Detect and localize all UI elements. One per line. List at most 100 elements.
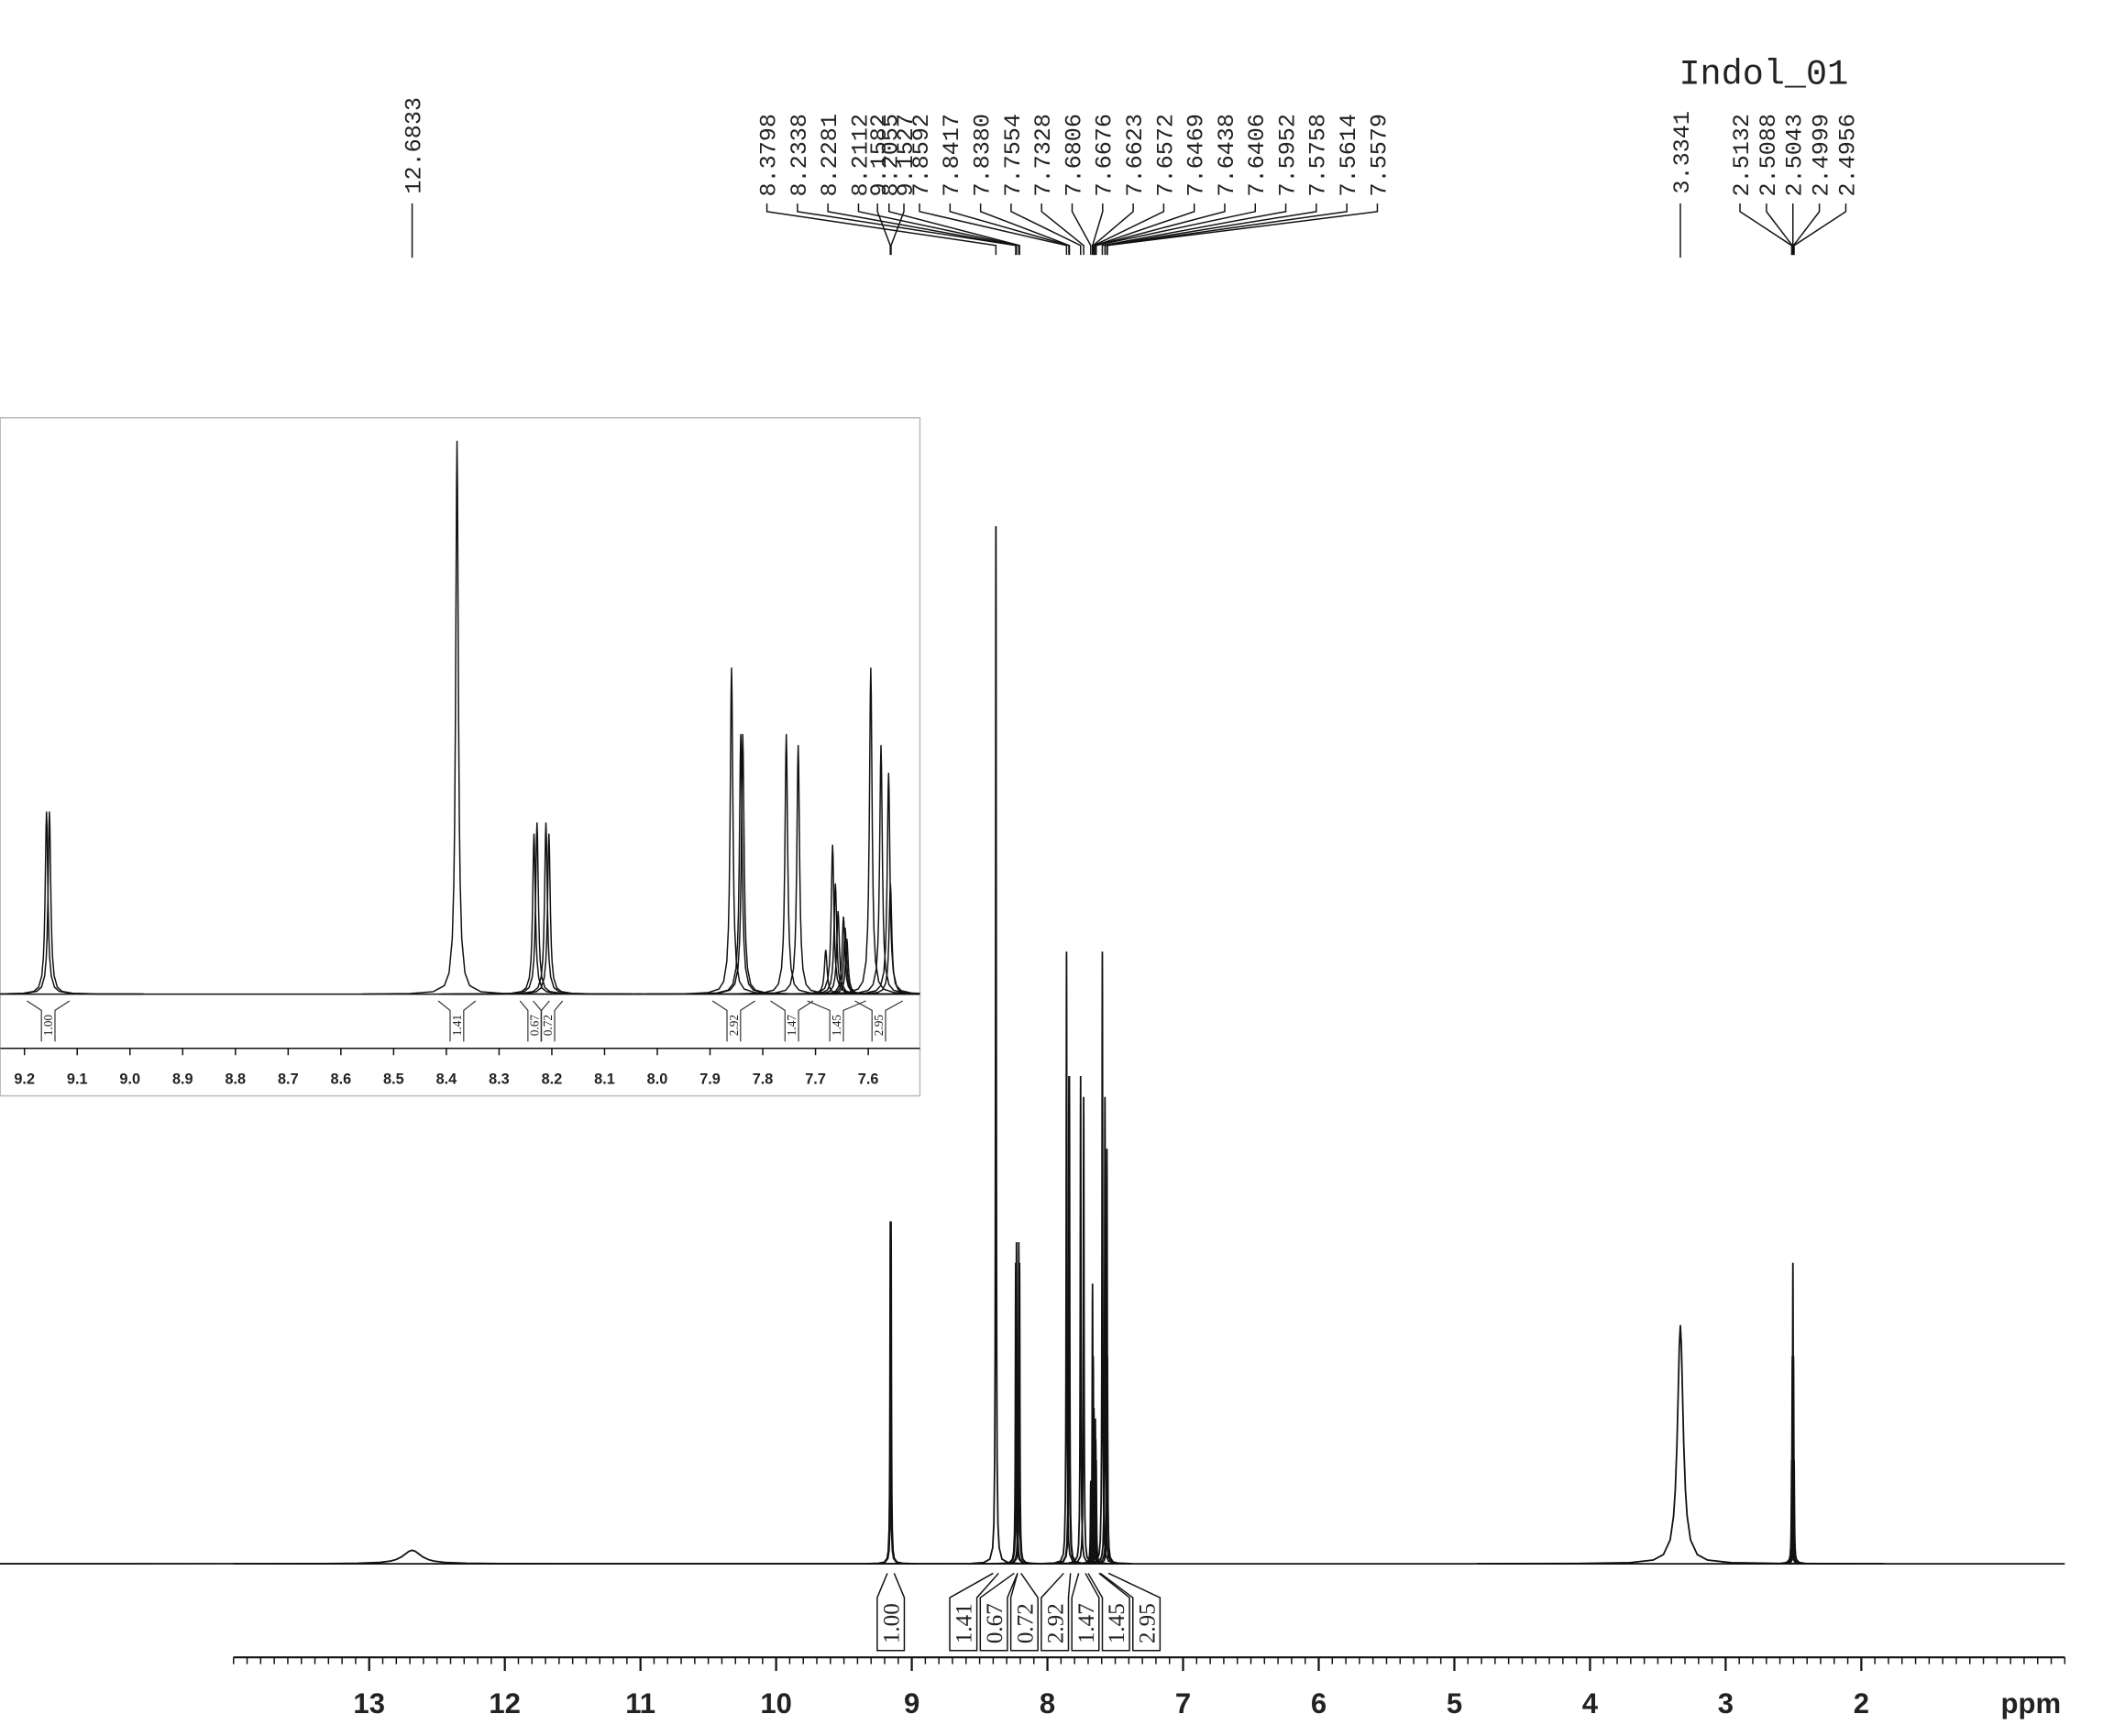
peak	[1477, 1324, 1884, 1565]
inset-peak	[647, 733, 838, 995]
peak-label-connector	[1010, 203, 1082, 256]
peak-label: 8.3798	[755, 114, 782, 197]
integral-bracket	[1071, 1573, 1100, 1652]
peak	[1056, 1076, 1106, 1565]
x-tick-label: 2	[1854, 1687, 1869, 1720]
peak-label-connector	[979, 203, 1071, 256]
peak-label: 7.6676	[1092, 114, 1118, 197]
peak-label: 8.2338	[787, 114, 813, 197]
x-tick-label: 8	[1040, 1687, 1055, 1720]
x-tick-label: 6	[1311, 1687, 1327, 1720]
peak-label: 7.6438	[1214, 114, 1240, 197]
peak-label: 7.6806	[1061, 114, 1087, 197]
inset: 9.2 9.1 9.0 8.9 8.8 8.7 8.6 8.5 8.4 8.3 8.2 8.1 8.0 7…	[0, 440, 920, 1087]
x-tick-label: 5	[1447, 1687, 1462, 1720]
inset-x-tick-label: 8.6	[331, 1071, 352, 1087]
x-tick-label: 3	[1718, 1687, 1734, 1720]
inset-integral-bracket	[533, 1000, 564, 1042]
peak-label: 2.5132	[1729, 114, 1756, 197]
inset-integral-label: 1.45	[830, 1015, 843, 1037]
inset-peak	[743, 911, 920, 995]
inset-integral-label: 1.00	[41, 1015, 55, 1037]
peak	[1041, 951, 1092, 1565]
peak-label: 7.5952	[1274, 114, 1301, 197]
peak	[1080, 1096, 1129, 1565]
peak-label: 9.1582	[866, 114, 893, 197]
inset-integral-label: 0.67	[528, 1015, 542, 1037]
peak-label: 12.6833	[401, 97, 427, 194]
peak-label-connector	[1092, 203, 1104, 256]
inset-integral-bracket	[770, 1000, 814, 1042]
inset-x-tick-label: 7.8	[753, 1071, 774, 1087]
peak-label-connector	[1092, 203, 1134, 256]
inset-integral-bracket	[437, 1000, 477, 1042]
peak-label: 2.4999	[1808, 114, 1834, 197]
inset-integral-label: 0.72	[541, 1015, 555, 1036]
peak-label: 8.2112	[847, 114, 874, 197]
inset-peak	[691, 733, 882, 995]
peak	[1059, 1096, 1108, 1565]
x-axis-label: ppm	[2001, 1687, 2062, 1720]
peak-label-connector	[919, 203, 1068, 256]
peak-label: 7.6623	[1122, 114, 1149, 197]
integral-label: 1.41	[952, 1603, 977, 1643]
inset-peak	[645, 733, 836, 995]
integral-bracket	[1040, 1572, 1072, 1652]
peak-label-connector	[888, 203, 1020, 256]
peak-label-connector	[1107, 203, 1379, 256]
inset-x-tick-label: 8.1	[594, 1071, 615, 1087]
inset-peak	[0, 811, 145, 995]
peak	[1083, 1356, 1132, 1565]
inset-peak	[0, 811, 142, 995]
peak-label-connector	[1093, 203, 1165, 256]
peak-label-connector	[949, 203, 1070, 256]
peak-label: 2.5043	[1782, 114, 1809, 197]
integral-label: 0.72	[1013, 1603, 1038, 1643]
peak	[866, 1221, 916, 1565]
inset-peak	[442, 822, 633, 995]
peak-label-connector	[1071, 203, 1092, 256]
peak-label: 8.2055	[878, 114, 905, 197]
x-tick-label: 10	[760, 1687, 792, 1720]
peak	[0, 1549, 1063, 1565]
inset-x-tick-label: 8.7	[278, 1071, 299, 1087]
peak-label: 7.6406	[1244, 114, 1271, 197]
peak-label-connector	[1096, 203, 1257, 256]
inset-x-tick-label: 7.9	[699, 1071, 721, 1087]
inset-peak	[776, 667, 920, 995]
peak-label: 8.2281	[817, 114, 843, 197]
inset-peak	[740, 883, 920, 995]
inset-x-tick-label: 7.7	[805, 1071, 826, 1087]
peak-label-connector	[1095, 203, 1195, 256]
peak-label-connector	[857, 203, 1020, 256]
integral-label: 1.45	[1105, 1603, 1129, 1643]
peak-label: 7.5579	[1366, 114, 1393, 197]
peak-label: 2.5088	[1756, 114, 1782, 197]
x-tick-label: 4	[1582, 1687, 1599, 1720]
peak-label: 7.5614	[1336, 114, 1362, 197]
peak-label-connector	[1766, 203, 1793, 256]
peak-label-connector	[765, 203, 997, 256]
peak-label: 3.3341	[1669, 111, 1696, 194]
peak	[1044, 1076, 1095, 1565]
peak-label-connector	[827, 203, 1018, 256]
inset-peak	[793, 773, 920, 995]
inset-peak	[636, 667, 827, 995]
peak-label: 7.6572	[1152, 114, 1179, 197]
inset-integral-label: 1.47	[785, 1015, 798, 1037]
peak-label-connector	[1040, 203, 1085, 256]
inset-frame	[0, 417, 921, 1097]
inset-x-tick-label: 8.9	[172, 1071, 193, 1087]
integral-bracket	[1099, 1572, 1162, 1652]
inset-integral-bracket	[807, 1000, 866, 1042]
inset-integral-label: 2.92	[727, 1015, 741, 1036]
integral-label: 1.00	[880, 1603, 905, 1643]
integral-label: 2.92	[1044, 1603, 1069, 1643]
peak-label-connector	[890, 203, 905, 256]
inset-peak	[795, 883, 920, 995]
inset-x-tick-label: 8.2	[542, 1071, 563, 1087]
inset-x-tick-label: 8.0	[647, 1071, 668, 1087]
integral-label: 1.47	[1074, 1603, 1099, 1643]
integral-label: 2.95	[1135, 1603, 1160, 1643]
